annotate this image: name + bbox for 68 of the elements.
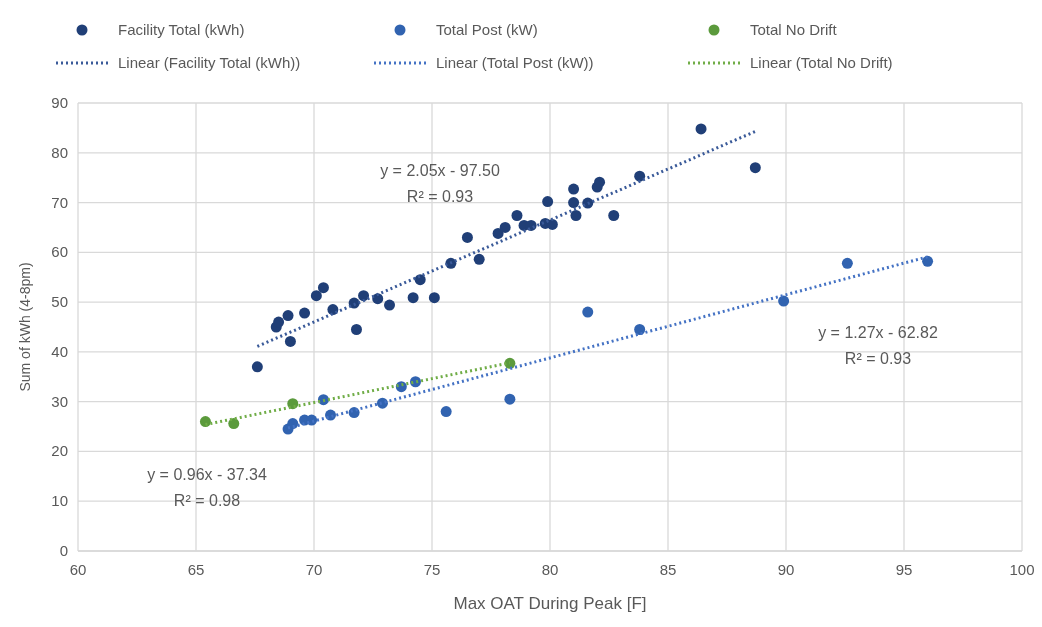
y-tick-label: 30 bbox=[51, 392, 68, 410]
x-tick-label: 60 bbox=[69, 561, 87, 578]
point bbox=[384, 299, 396, 311]
legend-label: Total No Drift bbox=[750, 21, 838, 38]
legend-label: Linear (Total Post (kW)) bbox=[436, 54, 594, 71]
point bbox=[511, 210, 523, 221]
legend-label: Facility Total (kWh) bbox=[118, 21, 245, 38]
y-tick-label: 60 bbox=[51, 243, 68, 261]
y-tick-label: 0 bbox=[59, 542, 68, 559]
point bbox=[568, 197, 580, 209]
point bbox=[594, 176, 606, 188]
annotation: R² = 0.93 bbox=[406, 188, 474, 205]
point bbox=[440, 406, 452, 418]
y-tick-label: 70 bbox=[51, 193, 68, 211]
y-axis-title: Sum of kWh (4-8pm) bbox=[17, 262, 33, 392]
x-tick-label: 85 bbox=[659, 561, 677, 578]
annotation: R² = 0.98 bbox=[173, 492, 241, 509]
point bbox=[542, 196, 554, 208]
annotation: y = 1.27x - 62.82 bbox=[818, 324, 938, 341]
point bbox=[251, 361, 263, 373]
point bbox=[695, 123, 707, 135]
point bbox=[778, 295, 790, 307]
x-tick-label: 65 bbox=[187, 561, 205, 578]
x-tick-label: 75 bbox=[423, 561, 441, 578]
annotation: R² = 0.93 bbox=[844, 350, 912, 367]
point bbox=[317, 282, 329, 294]
x-tick-label: 70 bbox=[305, 561, 323, 578]
point bbox=[841, 257, 853, 269]
legend-label: Total Post (kW) bbox=[436, 21, 538, 38]
point bbox=[350, 323, 362, 335]
y-tick-label: 40 bbox=[51, 342, 68, 360]
legend-label: Linear (Total No Drift) bbox=[750, 54, 893, 71]
y-tick-label: 80 bbox=[51, 143, 68, 161]
x-tick-label: 90 bbox=[777, 561, 795, 578]
x-tick-label: 100 bbox=[1009, 561, 1035, 578]
x-axis-title: Max OAT During Peak [F] bbox=[453, 594, 647, 613]
point bbox=[568, 183, 580, 195]
point bbox=[473, 253, 485, 265]
x-tick-label: 95 bbox=[895, 561, 913, 578]
annotation: y = 2.05x - 97.50 bbox=[380, 162, 500, 179]
point bbox=[310, 290, 322, 302]
point bbox=[284, 335, 296, 347]
point bbox=[199, 416, 211, 428]
point bbox=[407, 292, 419, 304]
point bbox=[499, 221, 511, 233]
point bbox=[273, 316, 285, 328]
y-tick-label: 10 bbox=[51, 492, 68, 510]
point bbox=[582, 306, 594, 318]
point bbox=[299, 307, 311, 319]
point bbox=[358, 290, 370, 302]
point bbox=[608, 210, 620, 221]
x-tick-label: 80 bbox=[541, 561, 559, 578]
point bbox=[428, 292, 440, 304]
y-tick-label: 20 bbox=[51, 442, 68, 460]
point bbox=[228, 418, 240, 430]
point bbox=[634, 323, 646, 335]
y-tick-label: 90 bbox=[51, 94, 68, 111]
point bbox=[922, 255, 934, 267]
annotation: y = 0.96x - 37.34 bbox=[147, 466, 267, 483]
point bbox=[504, 393, 516, 405]
legend-label: Linear (Facility Total (kWh)) bbox=[118, 54, 301, 71]
point bbox=[634, 170, 646, 182]
point bbox=[282, 310, 294, 322]
point bbox=[749, 162, 761, 174]
point bbox=[570, 210, 582, 221]
point bbox=[492, 227, 504, 239]
y-tick-label: 50 bbox=[51, 293, 68, 311]
point bbox=[461, 231, 473, 243]
